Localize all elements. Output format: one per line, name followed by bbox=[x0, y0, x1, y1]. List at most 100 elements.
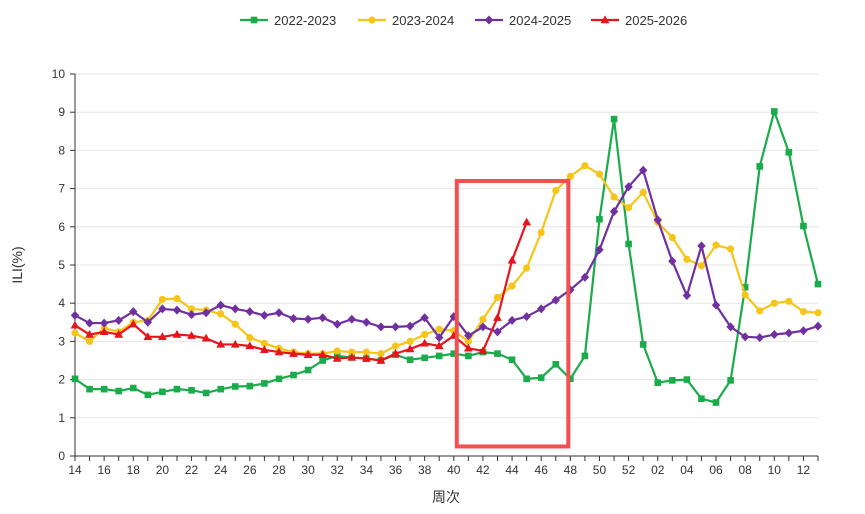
data-point bbox=[523, 264, 531, 272]
data-point bbox=[406, 356, 414, 364]
data-point bbox=[478, 346, 488, 355]
y-tick-label: 5 bbox=[58, 258, 65, 272]
data-point bbox=[581, 352, 589, 360]
data-point bbox=[100, 385, 108, 393]
data-point bbox=[814, 280, 822, 288]
data-point bbox=[347, 314, 357, 324]
data-point bbox=[493, 313, 502, 321]
data-point bbox=[770, 108, 778, 115]
x-tick-label: 44 bbox=[505, 463, 519, 477]
data-point bbox=[610, 115, 618, 123]
data-point bbox=[70, 310, 80, 320]
data-point bbox=[201, 308, 211, 318]
series-line bbox=[74, 221, 528, 362]
data-point bbox=[129, 307, 138, 317]
data-point bbox=[609, 207, 619, 217]
data-point bbox=[463, 343, 473, 352]
data-point bbox=[303, 350, 313, 358]
data-point bbox=[653, 215, 662, 225]
data-point bbox=[71, 329, 79, 337]
data-point bbox=[319, 357, 326, 364]
data-point bbox=[785, 297, 793, 305]
data-point bbox=[348, 348, 356, 356]
x-tick-label: 36 bbox=[389, 463, 403, 477]
data-point bbox=[376, 355, 386, 364]
data-point bbox=[726, 322, 735, 332]
data-point bbox=[391, 322, 400, 332]
x-tick-label: 16 bbox=[97, 463, 111, 477]
data-point bbox=[596, 215, 603, 223]
data-point bbox=[376, 322, 386, 332]
x-tick-label: 46 bbox=[535, 463, 549, 477]
x-tick-label: 08 bbox=[738, 463, 752, 477]
data-point bbox=[405, 344, 415, 353]
data-point bbox=[522, 312, 531, 322]
highlight-box bbox=[454, 178, 571, 449]
y-tick-label: 7 bbox=[58, 182, 65, 196]
legend: 2022-2023 2023-2024 2024-2025 2025-2026 bbox=[240, 13, 687, 28]
data-point bbox=[435, 333, 444, 343]
data-point bbox=[697, 262, 706, 270]
data-point bbox=[275, 375, 283, 383]
data-point bbox=[201, 333, 211, 342]
data-point bbox=[406, 337, 414, 345]
data-point bbox=[304, 366, 312, 374]
data-point bbox=[625, 204, 633, 212]
data-point bbox=[669, 377, 676, 384]
data-point bbox=[158, 295, 167, 303]
series-line bbox=[74, 110, 820, 404]
data-point bbox=[494, 350, 501, 357]
data-point bbox=[464, 331, 473, 341]
x-tick-label: 12 bbox=[797, 463, 811, 477]
legend-label: 2023-2024 bbox=[392, 13, 454, 28]
data-point bbox=[377, 350, 385, 358]
y-tick-label: 0 bbox=[58, 449, 65, 463]
y-tick-label: 10 bbox=[52, 67, 66, 81]
data-point bbox=[478, 322, 488, 332]
x-tick-label: 40 bbox=[447, 463, 461, 477]
data-point bbox=[683, 376, 691, 383]
data-point bbox=[361, 353, 371, 362]
data-point bbox=[756, 163, 764, 170]
y-tick-label: 2 bbox=[58, 373, 65, 387]
data-point bbox=[755, 333, 764, 343]
data-point bbox=[187, 305, 196, 313]
data-point bbox=[697, 241, 706, 251]
y-axis-title: ILI(%) bbox=[9, 246, 25, 283]
data-point bbox=[99, 327, 109, 336]
data-point bbox=[537, 228, 545, 237]
data-point bbox=[434, 341, 444, 350]
data-point bbox=[712, 241, 720, 249]
data-point bbox=[245, 307, 255, 317]
data-point bbox=[362, 348, 370, 356]
data-point bbox=[785, 149, 793, 156]
data-point bbox=[537, 374, 545, 381]
data-point bbox=[654, 379, 662, 386]
series-2024-2025 bbox=[70, 165, 823, 343]
data-point bbox=[85, 329, 94, 338]
data-point bbox=[143, 317, 153, 327]
data-point bbox=[231, 320, 239, 328]
data-point bbox=[421, 354, 428, 362]
data-point bbox=[420, 313, 429, 323]
data-point bbox=[610, 193, 618, 201]
data-point bbox=[552, 186, 560, 195]
data-point bbox=[668, 256, 677, 266]
y-tick-label: 8 bbox=[58, 143, 65, 157]
x-tick-label: 18 bbox=[127, 463, 141, 477]
data-point bbox=[536, 304, 546, 314]
data-point bbox=[405, 321, 415, 331]
data-point bbox=[216, 300, 225, 310]
data-point bbox=[435, 352, 443, 360]
data-point bbox=[230, 339, 240, 348]
legend-label: 2022-2023 bbox=[274, 13, 336, 28]
data-point bbox=[202, 389, 210, 397]
data-point bbox=[508, 282, 516, 290]
data-point bbox=[71, 375, 79, 383]
data-point bbox=[421, 330, 429, 339]
x-tick-label: 52 bbox=[622, 463, 636, 477]
data-point bbox=[639, 341, 647, 348]
y-tick-label: 1 bbox=[58, 411, 65, 425]
data-point bbox=[188, 386, 195, 394]
data-point bbox=[173, 295, 181, 303]
